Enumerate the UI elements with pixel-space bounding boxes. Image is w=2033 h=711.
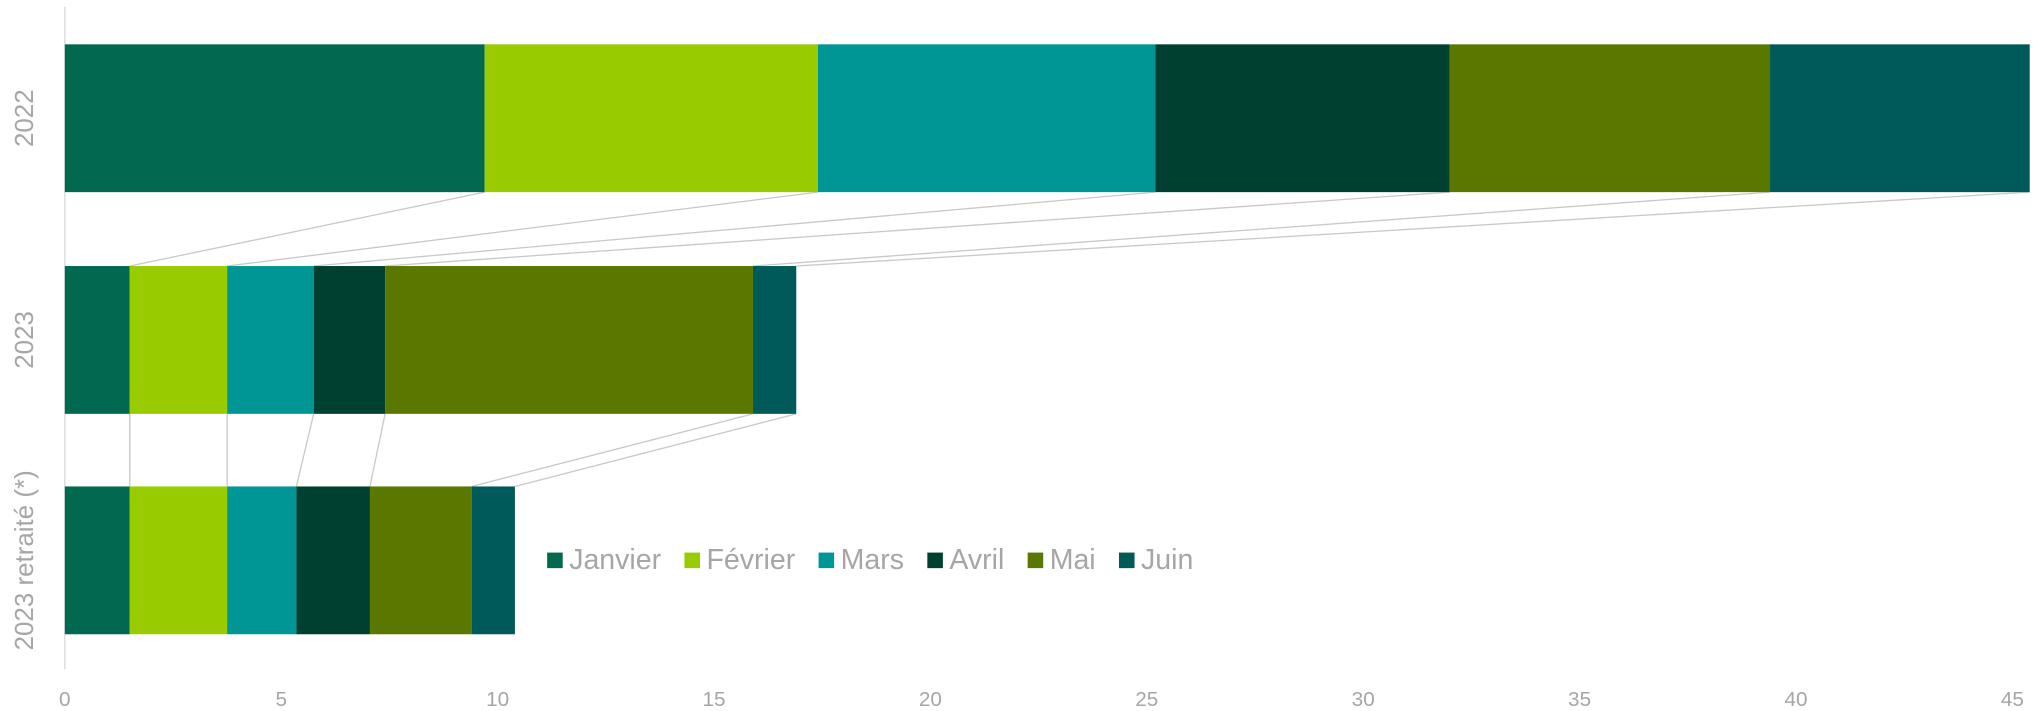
- legend-swatch: [684, 552, 701, 569]
- bar-segment: [227, 266, 314, 414]
- bar-segment: [385, 266, 753, 414]
- legend-swatch: [1118, 552, 1135, 569]
- connector: [514, 413, 797, 488]
- legend-swatch: [547, 552, 563, 569]
- bar-segment: [313, 266, 386, 414]
- y-tick-label: 2023: [11, 311, 39, 369]
- legend-swatch: [818, 552, 835, 569]
- legend-label: Février: [707, 544, 796, 576]
- x-tick-label: 25: [1135, 688, 1158, 711]
- bar-segment: [369, 486, 472, 635]
- bar-segment: [129, 266, 228, 414]
- connector: [385, 191, 1450, 267]
- x-tick-label: 35: [1568, 688, 1591, 711]
- bar-segment: [471, 486, 515, 635]
- legend-label: Avril: [949, 544, 1004, 576]
- x-tick-label: 5: [275, 688, 287, 711]
- bar-segment: [1449, 44, 1771, 193]
- bar-segment: [752, 266, 797, 414]
- bar-segment: [64, 266, 130, 414]
- connector: [295, 413, 315, 487]
- connector: [796, 191, 2030, 267]
- y-tick-label: 2023 retraité (*): [11, 470, 39, 650]
- legend-label: Mai: [1050, 544, 1096, 576]
- legend-swatch: [1027, 552, 1044, 569]
- bar-segment: [64, 486, 130, 635]
- x-tick-label: 0: [59, 688, 71, 711]
- bar-segment: [296, 486, 370, 635]
- legend-label: Janvier: [569, 544, 661, 576]
- x-tick-label: 30: [1352, 688, 1375, 711]
- bar-segment: [64, 44, 485, 193]
- x-tick-label: 15: [702, 688, 725, 711]
- y-tick-label: 2022: [11, 89, 39, 147]
- x-tick-label: 20: [919, 688, 942, 711]
- legend-swatch: [927, 552, 943, 569]
- x-tick-label: 40: [1784, 688, 1807, 711]
- bar-segment: [817, 44, 1156, 193]
- connector: [227, 191, 818, 267]
- connector: [369, 413, 386, 487]
- bar-segment: [1155, 44, 1450, 193]
- bar-segment: [129, 486, 228, 635]
- connector: [471, 413, 754, 488]
- connector: [313, 191, 1156, 267]
- connector: [129, 191, 485, 267]
- bar-segment: [484, 44, 818, 193]
- bar-segment: [1770, 44, 2030, 193]
- x-tick-label: 45: [2001, 688, 2024, 711]
- bar-segment: [227, 486, 297, 635]
- x-tick-label: 10: [486, 688, 509, 711]
- legend-label: Juin: [1141, 544, 1193, 576]
- connector: [752, 191, 1771, 267]
- legend-label: Mars: [841, 544, 904, 576]
